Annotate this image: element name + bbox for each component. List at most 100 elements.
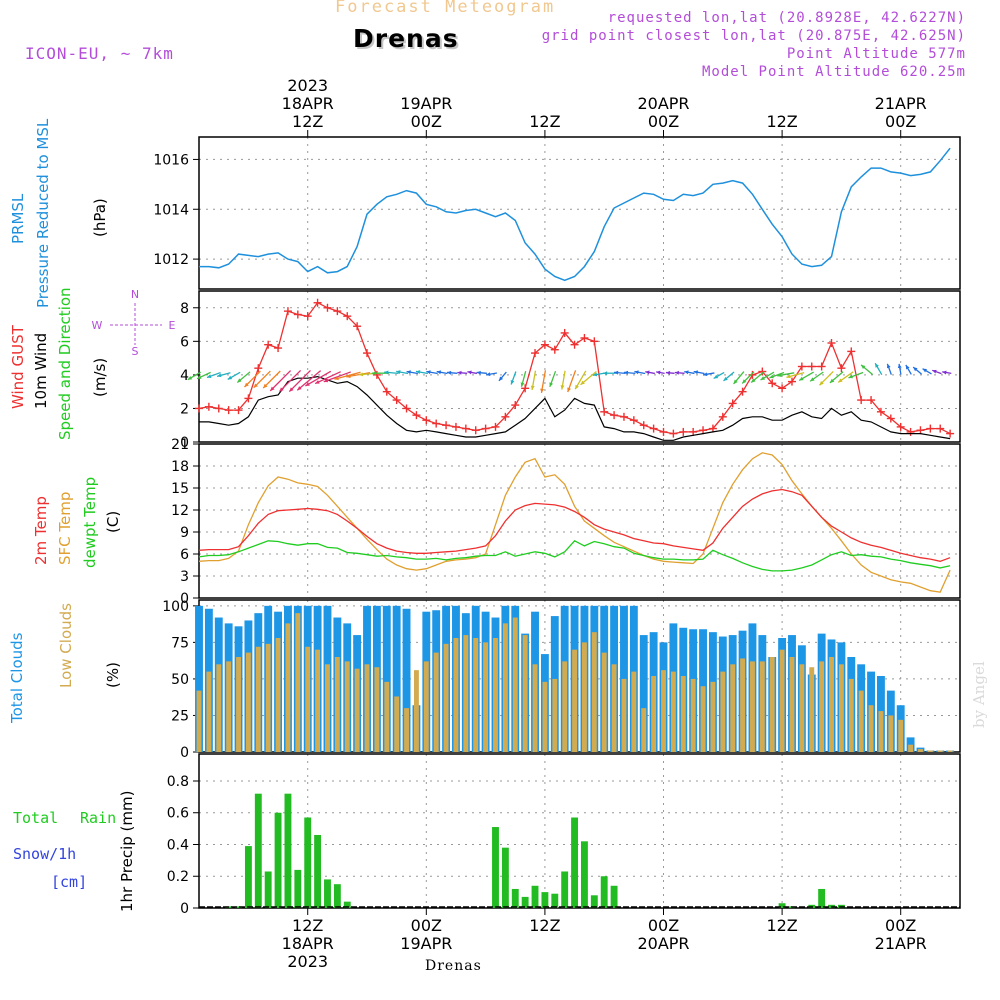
gust-marker (718, 412, 727, 421)
wind-arrow-head (861, 364, 866, 369)
rain-bar (610, 885, 618, 908)
low-cloud-bar (819, 661, 825, 752)
wind-arrow (549, 370, 557, 388)
wind-arrow-head (786, 374, 791, 379)
wind-arrow-head (799, 376, 804, 381)
rain-bar (294, 869, 302, 908)
rain-bar (343, 901, 351, 908)
wind-arrow (396, 370, 409, 375)
rain-bar (314, 834, 322, 908)
low-cloud-bar (759, 661, 765, 752)
gust-marker (807, 362, 816, 371)
2m-temp-line (198, 488, 951, 562)
low-cloud-bar (305, 646, 311, 752)
precip-frame (198, 753, 961, 909)
wind-arrow (613, 370, 626, 375)
clouds-ytick-label: 75 (171, 635, 189, 651)
wind-arrow (860, 364, 873, 375)
wind-arrow (278, 369, 302, 393)
low-cloud-bar (394, 696, 400, 752)
wind-arrow (809, 371, 824, 382)
gust-marker (659, 427, 668, 436)
low-cloud-bar (809, 667, 815, 752)
wind-arrow-head (457, 370, 462, 375)
wind-arrow (932, 369, 942, 375)
wind-arrow-shaft (334, 371, 361, 380)
gust-marker (787, 377, 796, 386)
station-title: Drenas (353, 24, 459, 53)
wind-arrow (723, 371, 735, 382)
gust-marker (629, 416, 638, 425)
wind-arrow-head (244, 382, 249, 387)
gust-marker (758, 367, 767, 376)
gust-marker (244, 394, 253, 403)
low-cloud-bar (680, 676, 686, 752)
low-cloud-bar (848, 678, 854, 752)
wind-arrow-head (346, 374, 351, 379)
gust-marker (195, 404, 203, 413)
rain-bar (590, 895, 598, 908)
wind-arrow (733, 371, 745, 385)
time-label-top: 00Z (411, 112, 442, 131)
wind-arrow (623, 370, 636, 375)
time-label-top: 20APR (637, 94, 689, 113)
wind-arrow-head (520, 382, 525, 387)
wind-arrow (837, 371, 854, 383)
wind-arrow (206, 371, 221, 379)
gust-marker (619, 412, 628, 421)
wind-arrow-head (922, 368, 928, 373)
temp-ytick-label: 9 (180, 525, 189, 541)
temp-ytick-label: 15 (171, 481, 189, 497)
clouds-ytick-label: 0 (180, 745, 189, 761)
low-cloud-bar (670, 671, 676, 752)
low-cloud-bar (591, 632, 597, 752)
wind-arrow (656, 370, 665, 375)
gust-marker (303, 312, 312, 321)
gust-marker (679, 427, 688, 436)
low-cloud-bar (226, 661, 232, 752)
rain-bar (492, 827, 499, 908)
gust-marker (264, 340, 273, 349)
wind-arrow (346, 372, 371, 379)
wind-arrow (684, 370, 695, 375)
low-cloud-bar (789, 657, 795, 752)
low-cloud-bar (364, 664, 370, 752)
low-cloud-bar (334, 657, 340, 752)
time-label-bottom: 00Z (885, 916, 916, 935)
wind-arrow (713, 371, 725, 380)
wind-arrow (510, 371, 517, 385)
wind-arrow-head (819, 380, 824, 386)
gust-marker (797, 362, 806, 371)
compass-letter: W (92, 319, 103, 332)
low-cloud-bar (532, 664, 538, 752)
wind-arrow-head (305, 382, 310, 386)
low-cloud-bar (413, 670, 419, 752)
compass-letter: N (131, 288, 139, 301)
wind-arrow-head (334, 376, 339, 381)
low-cloud-bar (937, 750, 943, 752)
low-cloud-bar (423, 661, 429, 752)
clouds-ytick-label: 50 (171, 672, 189, 688)
low-cloud-bar (582, 642, 587, 752)
wind-arrow (436, 370, 448, 375)
wind-arrow-head (886, 363, 891, 369)
wind-arrow-head (467, 370, 472, 375)
low-cloud-bar (621, 678, 627, 752)
low-cloud-bar (275, 638, 281, 752)
wind-arrow-head (540, 388, 545, 393)
low-cloud-bar (799, 664, 805, 752)
low-cloud-bar (216, 664, 222, 752)
wind-arrow (674, 370, 685, 375)
temp-ytick-label: 6 (180, 547, 189, 563)
wind-arrow-head (217, 373, 222, 378)
wind-arrow (196, 371, 211, 380)
low-cloud-bar (730, 664, 736, 752)
low-cloud-bar (740, 658, 746, 752)
gust-marker (699, 426, 708, 435)
wind-arrow-head (187, 375, 193, 380)
low-cloud-bar (572, 649, 577, 752)
time-label-top: 12Z (766, 112, 797, 131)
wind-arrow (897, 363, 902, 375)
wind-arrow-head (645, 370, 650, 375)
